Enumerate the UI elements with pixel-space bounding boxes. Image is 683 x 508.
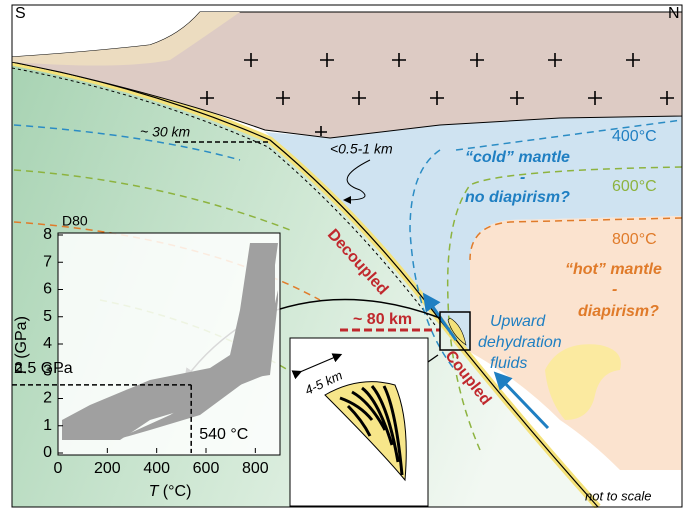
y-tick-label: 7 (43, 253, 52, 270)
fluids-label: Upward (490, 313, 546, 330)
north: N (668, 5, 680, 22)
scale-note: not to scale (585, 488, 652, 503)
x-tick-label: 0 (54, 460, 63, 477)
x-unit: (°C) (158, 483, 191, 500)
x-tick-label: 200 (94, 460, 121, 477)
y-tick-label: 8 (43, 226, 52, 243)
cold-mantle-label: - (520, 169, 525, 186)
y-tick-label: 4 (43, 335, 52, 352)
inset (58, 233, 280, 455)
inset-title: D80 (62, 213, 88, 229)
cold-mantle-label: “cold” mantle (465, 149, 570, 166)
x-tick-label: 800 (242, 460, 269, 477)
y-tick-label: 0 (43, 444, 52, 461)
x-tick-label: 600 (193, 460, 220, 477)
y-tick-label: 2 (43, 390, 52, 407)
x-tick-label: 400 (143, 460, 170, 477)
isotherm-label: 800°C (612, 231, 657, 248)
y-tick-label: 6 (43, 281, 52, 298)
y-tick-label: 1 (43, 417, 52, 434)
decoupling-depth: ~ 80 km (353, 311, 412, 328)
channel-width: <0.5-1 km (330, 141, 393, 157)
diagram: S N ~ 30 km <0.5-1 km 400°C 600°C 800°C … (0, 0, 683, 508)
fluids-label: dehydration (478, 334, 562, 351)
hot-mantle-label: “hot” mantle (565, 261, 662, 278)
hot-mantle-label: - (612, 281, 617, 298)
x-axis-label: T (°C) (149, 483, 192, 500)
peak-temperature-label: 540 °C (199, 426, 248, 443)
isotherm-label: 600°C (612, 178, 657, 195)
moho-depth: ~ 30 km (140, 124, 191, 140)
hot-mantle-label: diapirism? (578, 303, 659, 320)
cold-mantle-label: no diapirism? (465, 189, 570, 206)
y-tick-label: 5 (43, 308, 52, 325)
peak-pressure-label: 2.5 GPa (14, 360, 73, 377)
south: S (15, 5, 26, 22)
fluids-label: fluids (490, 355, 527, 372)
y-unit: (GPa) (13, 316, 30, 363)
isotherm-label: 400°C (612, 128, 657, 145)
